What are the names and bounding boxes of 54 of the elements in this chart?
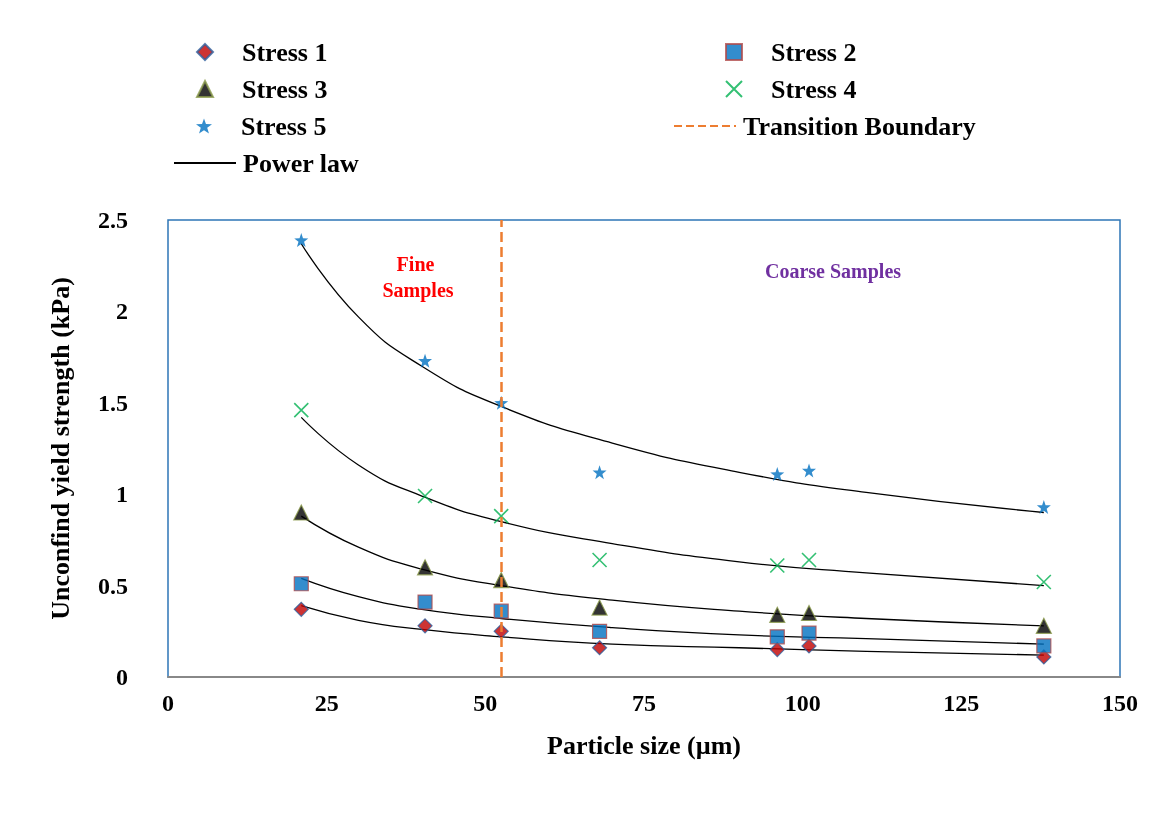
legend-label: Transition Boundary <box>743 111 976 141</box>
point <box>416 559 434 576</box>
point <box>591 599 608 616</box>
y-tick-label: 0 <box>116 664 128 690</box>
point <box>1036 638 1052 654</box>
point <box>417 594 433 610</box>
point <box>802 463 817 478</box>
point <box>591 552 608 568</box>
x-tick-label: 100 <box>784 690 821 716</box>
legend-label: Stress 4 <box>771 74 857 104</box>
y-tick-label: 1 <box>116 481 128 508</box>
x-tick-label: 25 <box>314 690 339 716</box>
annotation: Fine Samples <box>382 253 454 302</box>
point <box>769 629 785 645</box>
legend-label: Stress 3 <box>242 74 328 104</box>
point <box>293 576 309 592</box>
point <box>769 641 785 658</box>
point <box>293 601 309 617</box>
y-axis-title: Unconfind yield strength (kPa) <box>45 277 75 620</box>
point <box>293 504 310 521</box>
point <box>801 625 817 641</box>
y-tick-label: 2.5 <box>98 207 128 233</box>
legend-label: Power law <box>243 148 359 178</box>
point <box>769 557 786 574</box>
point <box>591 623 608 639</box>
point <box>801 552 817 568</box>
x-tick-label: 150 <box>1102 690 1138 716</box>
point <box>293 402 310 418</box>
point <box>592 465 607 480</box>
point <box>493 508 509 524</box>
y-tick-label: 1.5 <box>98 389 128 416</box>
legend-label: Stress 1 <box>242 37 328 67</box>
point <box>1036 574 1052 590</box>
legend-label: Stress 2 <box>771 37 857 67</box>
line-series <box>300 416 1045 587</box>
point <box>418 353 433 368</box>
point <box>591 640 608 656</box>
point <box>770 467 785 482</box>
annotation: Coarse Samples <box>764 260 902 283</box>
point <box>1035 617 1052 634</box>
y-tick-label: 2 <box>116 298 128 325</box>
point <box>769 606 786 623</box>
point <box>800 604 818 622</box>
point <box>417 618 433 634</box>
x-tick-label: 50 <box>473 690 498 716</box>
x-axis-title: Particle size (µm) <box>547 730 741 760</box>
x-tick-label: 125 <box>943 690 980 716</box>
point <box>417 488 433 504</box>
x-tick-label: 75 <box>632 690 656 716</box>
y-tick-label: 0.5 <box>98 572 128 599</box>
legend-label: Stress 5 <box>241 111 327 141</box>
x-tick-label: 0 <box>162 690 174 716</box>
point <box>1036 500 1051 514</box>
point <box>294 233 309 248</box>
